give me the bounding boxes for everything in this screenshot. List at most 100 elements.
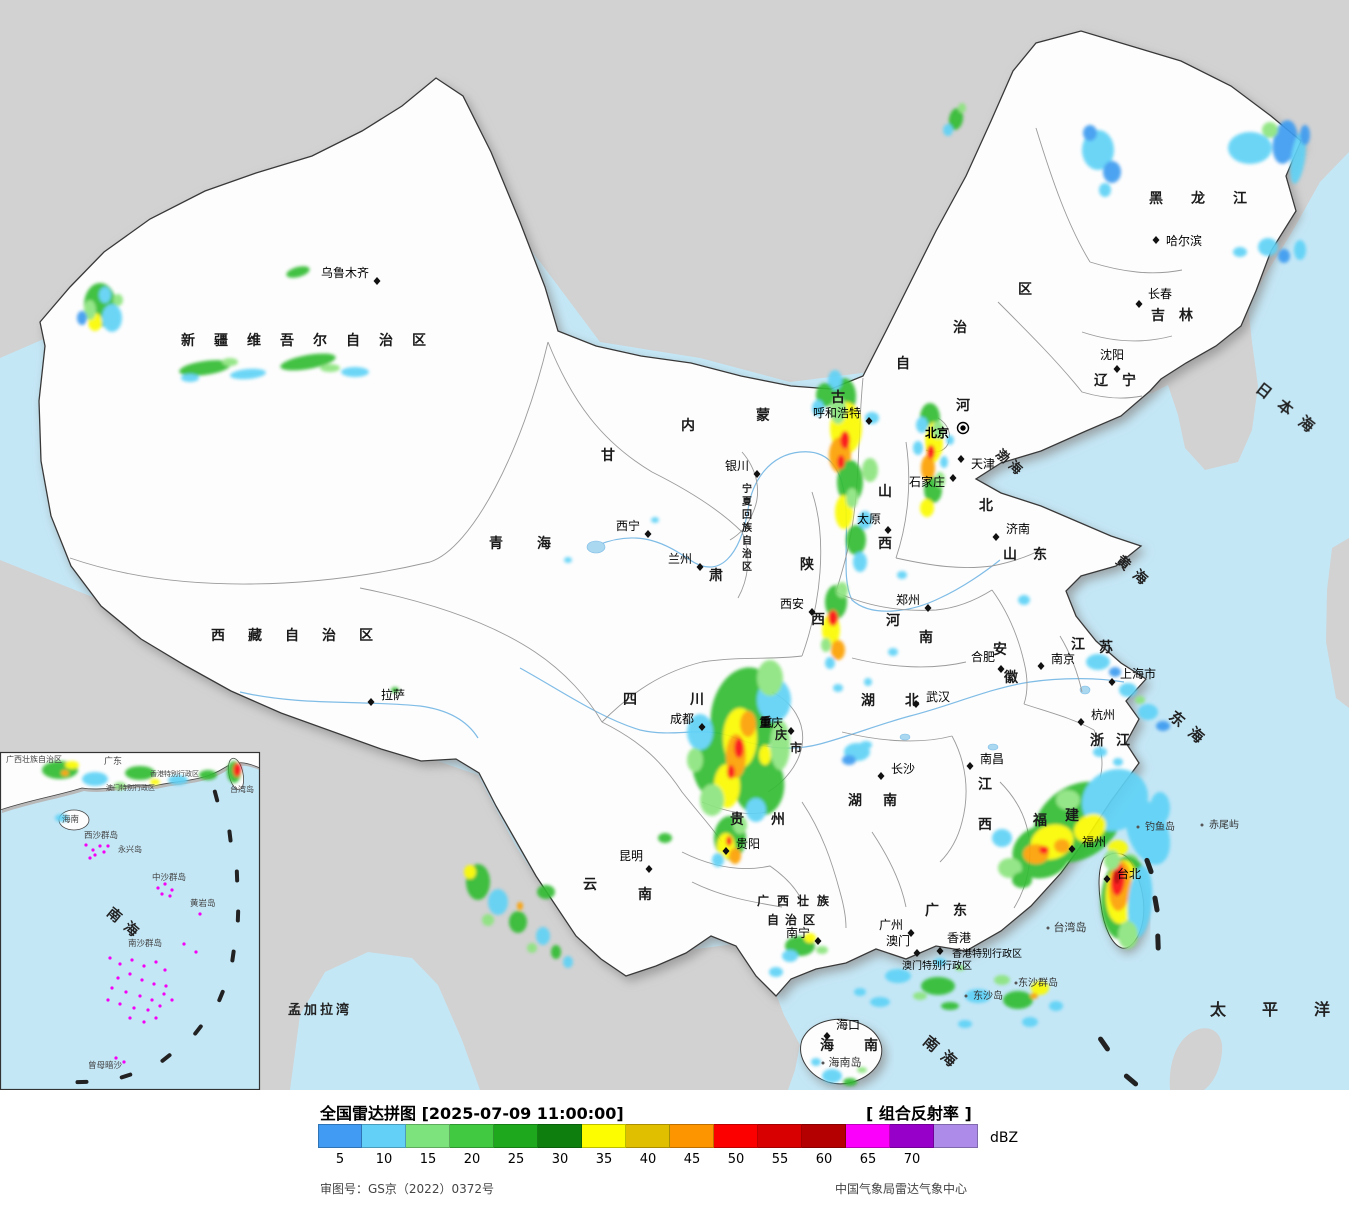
province-label: 黑 bbox=[1149, 191, 1163, 207]
province-label: 河 bbox=[956, 397, 970, 414]
china-boundary bbox=[38, 30, 1302, 997]
land-luzon bbox=[1169, 1028, 1223, 1090]
radar-echo bbox=[464, 865, 476, 879]
province-label: 壮 bbox=[797, 893, 809, 908]
radar-echo bbox=[913, 441, 923, 455]
radar-echo bbox=[870, 997, 890, 1007]
city-label: 西安 bbox=[780, 596, 804, 611]
inset-label: 澳门特别行政区 bbox=[106, 783, 155, 792]
radar-echo bbox=[734, 738, 744, 758]
radar-echo bbox=[230, 368, 266, 380]
radar-echo bbox=[842, 755, 856, 765]
legend-product-label: [ 组合反射率 ] bbox=[866, 1104, 972, 1123]
province-label: 市 bbox=[790, 740, 802, 755]
islet-dot bbox=[1200, 823, 1204, 827]
city-marker bbox=[367, 698, 375, 706]
radar-echo bbox=[948, 108, 964, 130]
province-label: 夏 bbox=[741, 496, 753, 508]
radar-echo bbox=[1031, 981, 1049, 995]
china-map-canvas: 黑龙江吉 林辽 宁内蒙古自治区新疆维吾尔自治区甘肃宁夏回族自治区青 海西藏自治区陕西山… bbox=[0, 0, 1349, 1090]
lake bbox=[987, 743, 999, 751]
city-marker bbox=[1113, 365, 1121, 373]
radar-echo bbox=[280, 353, 336, 371]
city-marker bbox=[997, 665, 1005, 673]
province-border bbox=[997, 301, 1143, 399]
province-border bbox=[681, 851, 805, 907]
radar-echo bbox=[943, 124, 953, 136]
city-label: 广州 bbox=[879, 918, 903, 932]
radar-echo bbox=[828, 610, 838, 626]
province-label: 山 bbox=[878, 484, 892, 500]
province-border bbox=[895, 547, 1045, 568]
radar-echo bbox=[114, 782, 126, 790]
inset-label: 广东 bbox=[104, 755, 122, 767]
radar-echo bbox=[1012, 872, 1032, 888]
province-label: 治 bbox=[742, 547, 752, 560]
lake bbox=[1079, 685, 1091, 695]
radar-echo bbox=[941, 1002, 959, 1010]
city-label: 上海市 bbox=[1120, 666, 1156, 681]
province-border bbox=[729, 451, 759, 541]
city-label: 兰州 bbox=[668, 552, 692, 566]
city-label: 福州 bbox=[1082, 834, 1106, 849]
radar-echo bbox=[1056, 790, 1080, 810]
radar-echo bbox=[1103, 161, 1121, 183]
city-marker bbox=[966, 762, 974, 770]
radar-echo bbox=[1086, 654, 1110, 670]
radar-echo bbox=[830, 396, 846, 424]
radar-echo bbox=[1054, 839, 1070, 853]
radar-echo bbox=[862, 458, 878, 482]
colorbar-cell bbox=[626, 1124, 670, 1148]
radar-echo bbox=[687, 748, 703, 772]
radar-echo bbox=[955, 965, 965, 971]
province-label: 江 bbox=[1233, 190, 1247, 207]
island-label: 东沙岛 bbox=[973, 989, 1003, 1002]
province-label: 东 bbox=[953, 902, 967, 919]
city-marker bbox=[1103, 875, 1111, 883]
city-marker bbox=[1037, 662, 1045, 670]
province-label: 区 bbox=[412, 333, 426, 349]
island-dot bbox=[168, 894, 172, 898]
province-label: 林 bbox=[1179, 307, 1193, 324]
radar-echo bbox=[729, 848, 741, 864]
radar-echo bbox=[320, 364, 340, 372]
islet-dot bbox=[1046, 926, 1050, 930]
province-label: 重 bbox=[760, 714, 772, 729]
province-label: 州 bbox=[770, 812, 785, 828]
province-label: 族 bbox=[817, 893, 830, 908]
inset-label: 台湾岛 bbox=[230, 784, 254, 794]
reflectivity-colorbar bbox=[318, 1124, 978, 1148]
radar-echo bbox=[733, 816, 747, 834]
island-dot bbox=[110, 986, 114, 990]
province-label: 广 bbox=[925, 902, 939, 919]
island-dot bbox=[138, 994, 142, 998]
radar-echo bbox=[885, 969, 911, 983]
radar-echo bbox=[1022, 1017, 1038, 1027]
province-border bbox=[691, 881, 783, 908]
province-border bbox=[801, 801, 847, 929]
province-label: 山 bbox=[1003, 547, 1017, 563]
colorbar-tick: 40 bbox=[639, 1152, 657, 1167]
province-label: 陕 bbox=[800, 556, 814, 573]
province-border bbox=[841, 731, 953, 742]
province-label: 龙 bbox=[1190, 190, 1205, 207]
province-label: 吾 bbox=[280, 333, 294, 349]
city-marker bbox=[753, 470, 761, 478]
province-label: 湖 bbox=[848, 793, 862, 809]
province-label: 区 bbox=[1018, 282, 1032, 298]
city-marker bbox=[814, 937, 822, 945]
radar-echo bbox=[1003, 991, 1033, 1009]
province-label: 西 bbox=[978, 817, 992, 833]
city-marker bbox=[1152, 236, 1160, 244]
city-label: 哈尔滨 bbox=[1166, 233, 1202, 248]
radar-echo bbox=[1030, 993, 1038, 999]
province-label: 广 bbox=[757, 893, 769, 908]
radar-echo bbox=[770, 720, 790, 770]
province-label: 贵 bbox=[730, 811, 744, 828]
radar-echo bbox=[821, 638, 831, 652]
city-label: 郑州 bbox=[896, 592, 920, 607]
province-label: 区 bbox=[742, 561, 752, 573]
province-label: 青 bbox=[489, 535, 503, 552]
province-border bbox=[1035, 127, 1091, 263]
radar-echo bbox=[1135, 696, 1145, 704]
